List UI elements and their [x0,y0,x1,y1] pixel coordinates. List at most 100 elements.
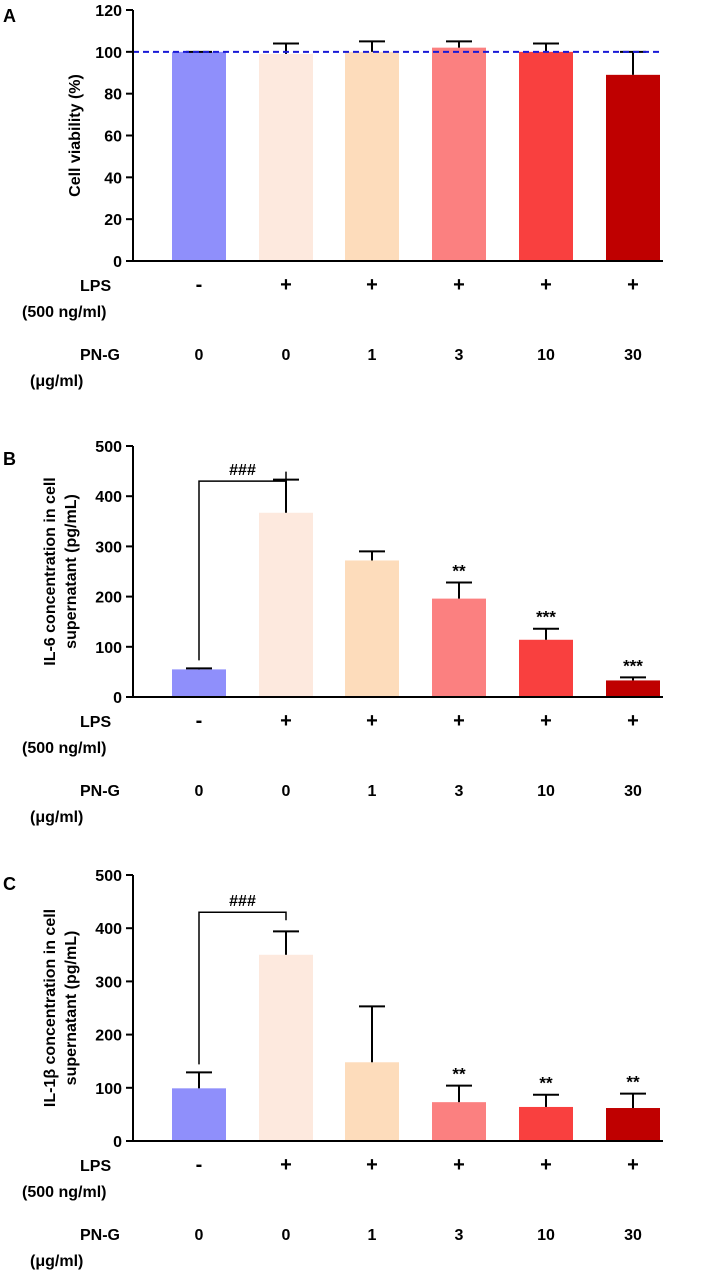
png-row-label: PN-G [80,347,120,364]
png-row-unit: (μg/ml) [30,373,83,390]
y-axis-label: supernatant (pg/mL) [63,931,80,1086]
significance-bracket [198,911,287,1065]
y-tick-label: 300 [95,539,122,556]
lps-value: + [540,710,552,732]
y-axis-label: Cell viability (%) [67,74,84,197]
lps-value: + [453,710,465,732]
bar [172,669,226,697]
significance-label: ** [452,1065,466,1084]
png-row-unit: (μg/ml) [30,1253,83,1270]
bar [606,74,660,261]
significance-label: ** [626,1073,640,1092]
bar [519,639,573,697]
lps-value: + [280,274,292,296]
lps-value: + [366,274,378,296]
y-tick-label: 100 [95,45,122,62]
y-tick-label: 200 [95,590,122,607]
y-tick-label: 400 [95,489,122,506]
lps-row-label: LPS [80,1158,111,1175]
png-dose-value: 10 [537,783,555,800]
png-dose-value: 3 [455,783,464,800]
bracket-label: ### [229,462,256,479]
lps-row-label: LPS [80,278,111,295]
panel-label: B [3,449,16,469]
lps-value: + [627,1154,639,1176]
png-row-label: PN-G [80,1227,120,1244]
lps-row-label: LPS [80,714,111,731]
png-dose-value: 0 [282,347,291,364]
bar [432,47,486,262]
bar [606,1108,660,1141]
png-dose-value: 30 [624,1227,642,1244]
lps-row-unit: (500 ng/ml) [22,304,106,321]
y-tick-label: 60 [104,129,122,146]
lps-row-unit: (500 ng/ml) [22,1184,106,1201]
bar [259,53,313,261]
lps-value: + [627,710,639,732]
bar [345,1062,399,1141]
png-dose-value: 3 [455,1227,464,1244]
y-tick-label: 40 [104,170,122,187]
png-dose-value: 10 [537,1227,555,1244]
png-dose-value: 0 [195,783,204,800]
y-axis-label: IL-1β concentration in cell [42,909,59,1107]
bar [432,598,486,697]
lps-value: + [627,274,639,296]
y-tick-label: 500 [95,868,122,885]
png-row-unit: (μg/ml) [30,809,83,826]
lps-row-unit: (500 ng/ml) [22,740,106,757]
lps-value: + [540,274,552,296]
y-tick-label: 0 [113,254,122,271]
png-dose-value: 1 [368,347,377,364]
lps-value: + [366,1154,378,1176]
y-tick-label: 100 [95,640,122,657]
y-tick-label: 200 [95,1028,122,1045]
lps-value: + [453,274,465,296]
panel-label: A [3,6,16,26]
bar [345,560,399,697]
png-dose-value: 30 [624,783,642,800]
png-dose-value: 0 [195,1227,204,1244]
panel-label: C [3,874,16,894]
png-dose-value: 1 [368,1227,377,1244]
lps-value: + [366,710,378,732]
bar [259,954,313,1141]
lps-value: + [280,1154,292,1176]
lps-value: + [540,1154,552,1176]
significance-label: ** [539,1074,553,1093]
lps-value: + [280,710,292,732]
png-dose-value: 3 [455,347,464,364]
png-dose-value: 0 [195,347,204,364]
bar [259,512,313,697]
bar [519,1106,573,1141]
bar [519,51,573,262]
png-dose-value: 0 [282,1227,291,1244]
png-dose-value: 1 [368,783,377,800]
png-dose-value: 10 [537,347,555,364]
png-row-label: PN-G [80,783,120,800]
lps-value: - [196,274,203,296]
bar [172,1088,226,1141]
y-axis-label: IL-6 concentration in cell [42,477,59,665]
significance-label: *** [623,656,643,675]
lps-value: + [453,1154,465,1176]
y-tick-label: 120 [95,3,122,20]
significance-label: *** [536,608,556,627]
bar [432,1102,486,1141]
y-axis-label: supernatant (pg/mL) [63,494,80,649]
y-tick-label: 500 [95,439,122,456]
bar [606,680,660,697]
png-dose-value: 30 [624,347,642,364]
bar [345,51,399,262]
y-tick-label: 20 [104,212,122,229]
y-tick-label: 80 [104,87,122,104]
y-tick-label: 100 [95,1081,122,1098]
png-dose-value: 0 [282,783,291,800]
significance-label: ** [452,562,466,581]
bracket-label: ### [229,893,256,910]
significance-bracket [198,471,287,661]
